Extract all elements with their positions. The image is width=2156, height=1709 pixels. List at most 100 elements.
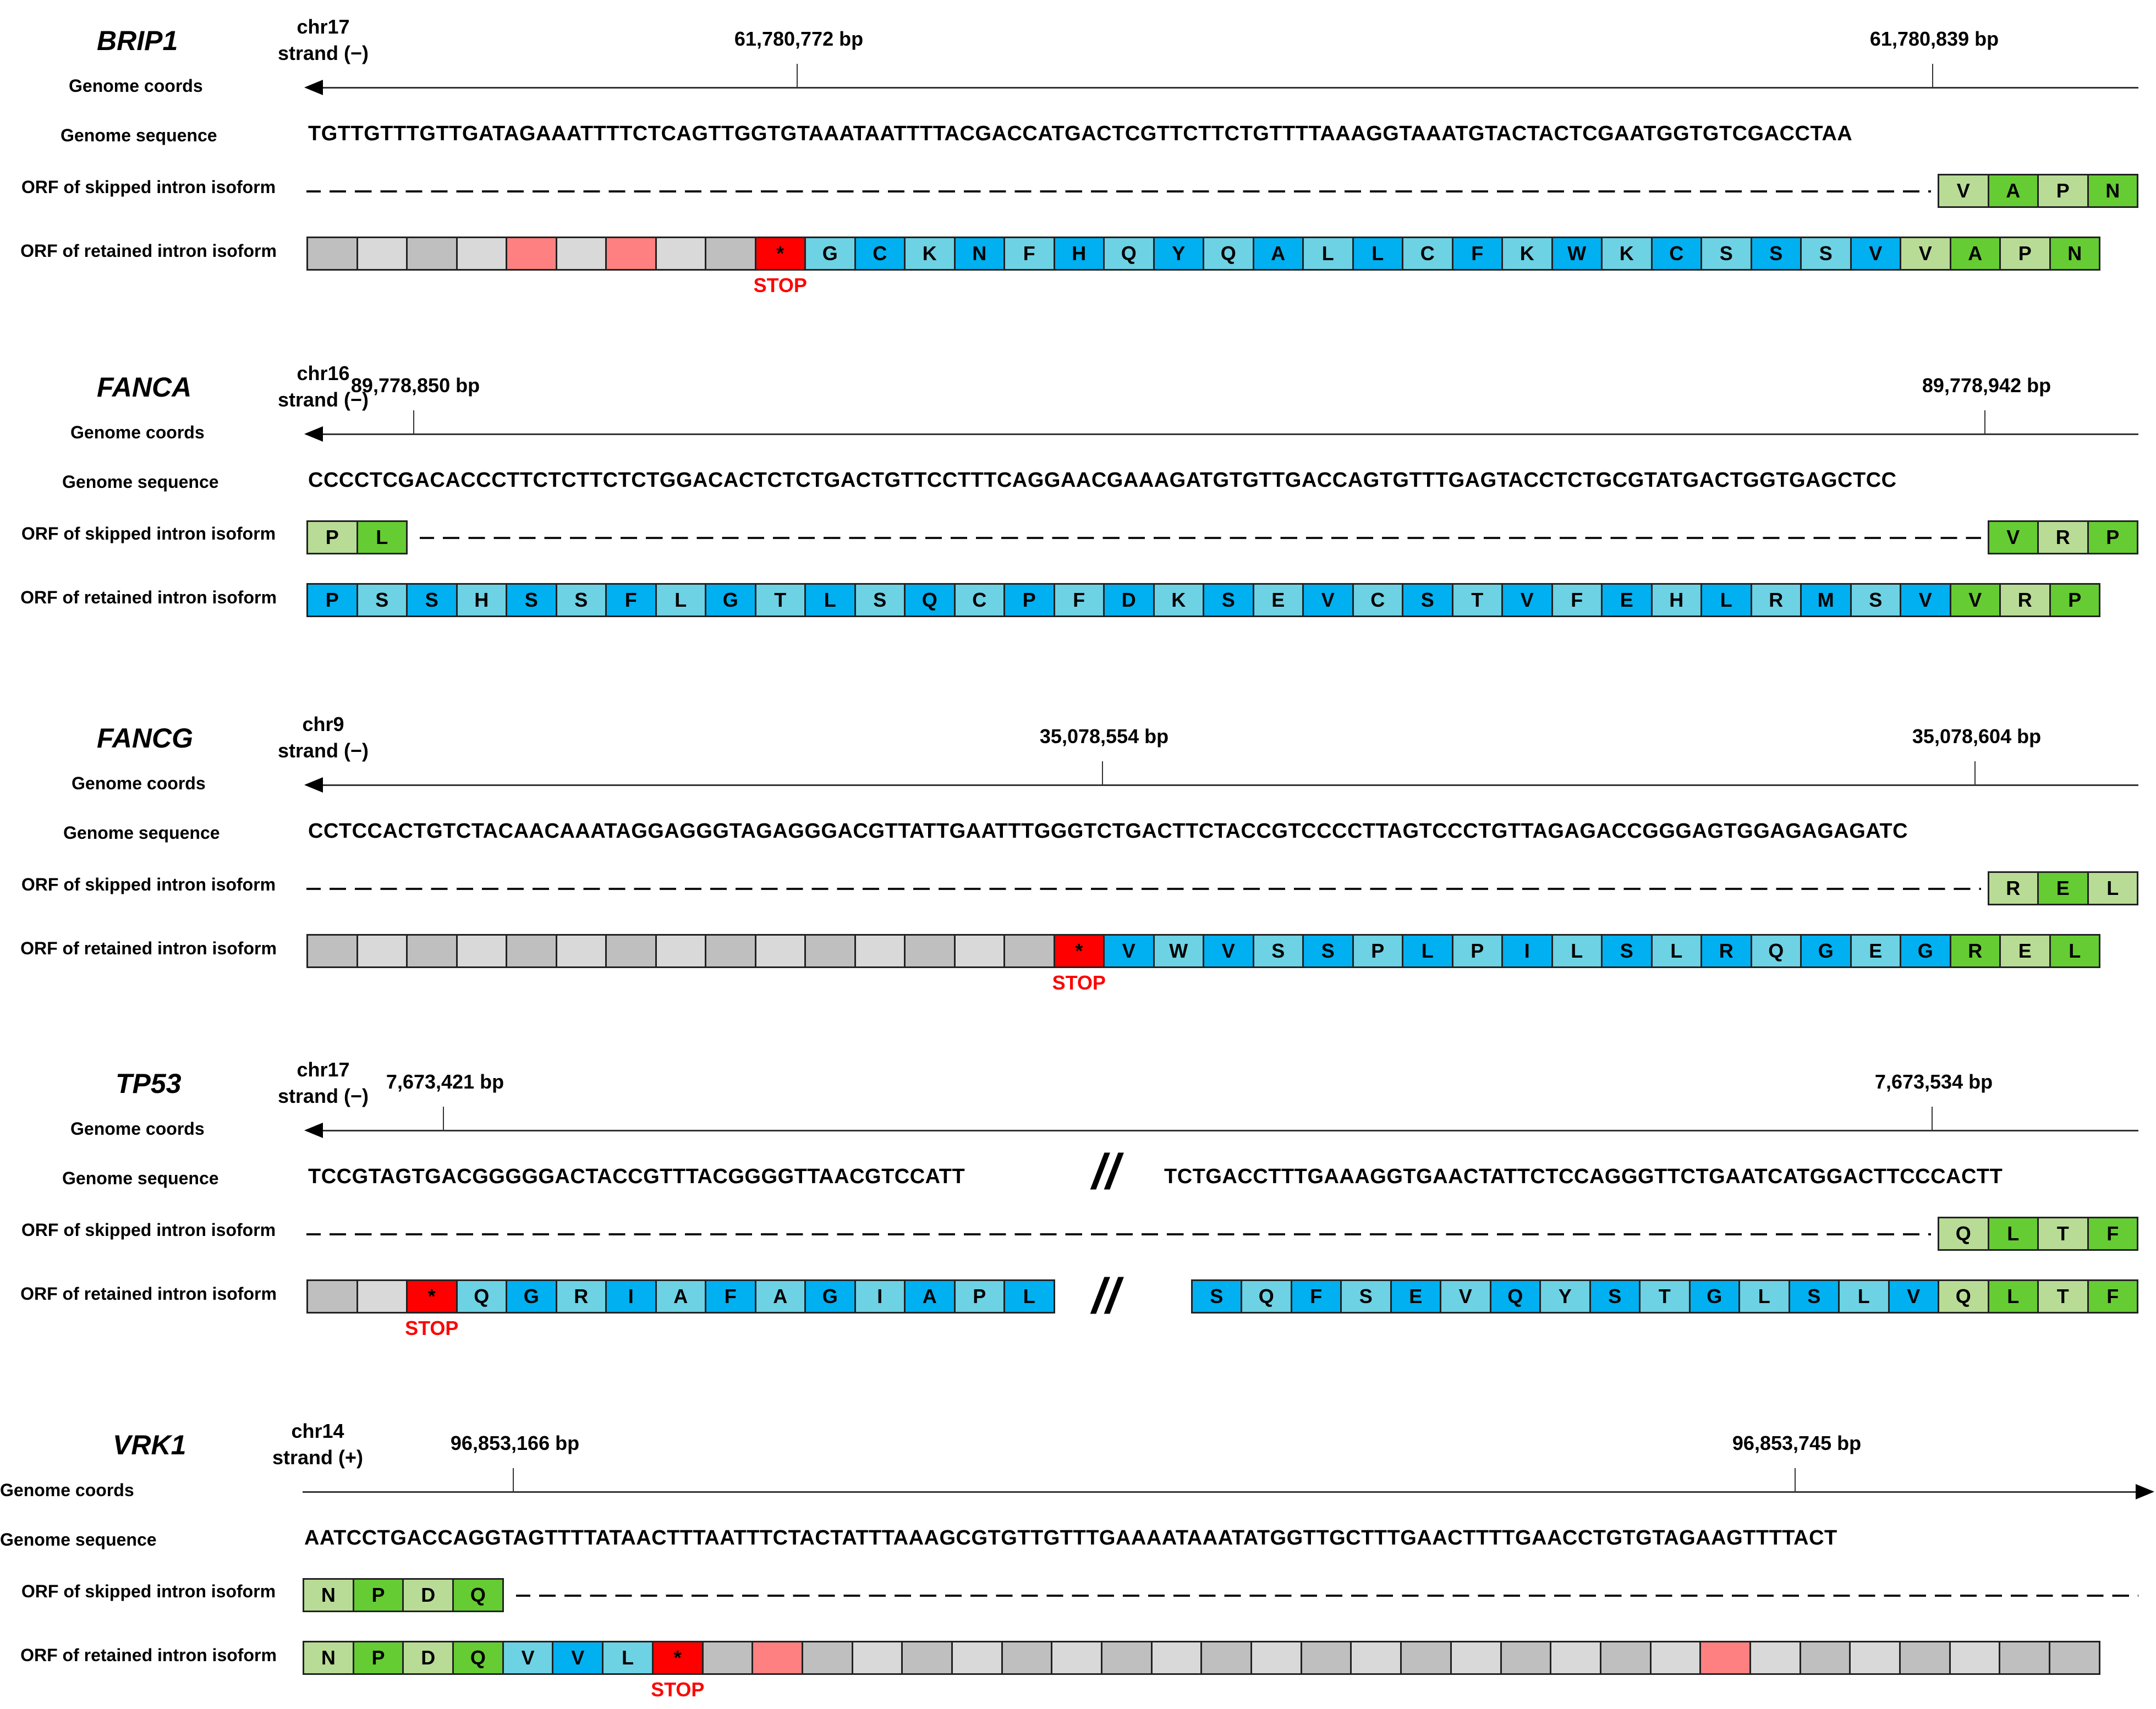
amino-acid-box: E — [1252, 583, 1304, 617]
chromosome-name: chr17 — [297, 1058, 350, 1081]
amino-acid-box: D — [1103, 583, 1155, 617]
genome-sequence-left: TCCGTAGTGACGGGGGACTACCGTTTACGGGGTTAACGTC… — [308, 1165, 965, 1188]
amino-acid-box: N — [303, 1578, 354, 1612]
amino-acid-box: L — [1003, 1279, 1055, 1314]
amino-acid-box: V — [1302, 583, 1354, 617]
amino-acid-box: A — [754, 1279, 806, 1314]
genome-coords-label: Genome coords — [70, 1119, 205, 1139]
coord-left-label: 35,078,554 bp — [1039, 725, 1169, 748]
coordinate-tick — [1102, 761, 1103, 784]
amino-acid-box: I — [854, 1279, 906, 1314]
genome-sequence-label: Genome sequence — [63, 823, 220, 843]
coord-right-label: 7,673,534 bp — [1874, 1070, 1993, 1093]
strand-label: strand (−) — [278, 739, 369, 762]
amino-acid-box: R — [1949, 934, 2001, 968]
amino-acid-box: R — [2037, 520, 2089, 554]
amino-acid-box: P — [2037, 174, 2089, 208]
axis-arrow-icon — [304, 80, 323, 95]
skipped-isoform-label: ORF of skipped intron isoform — [21, 524, 276, 543]
genome-sequence-right: TCTGACCTTTGAAAGGTGAACTATTCTCCAGGGTTCTGAA… — [1164, 1165, 2003, 1188]
amino-acid-box: P — [1999, 237, 2051, 271]
amino-acid-box — [1200, 1641, 1253, 1675]
genome-sequence: AATCCTGACCAGGTAGTTTTATAACTTTAATTTCTACTAT… — [304, 1526, 1837, 1549]
amino-acid-box: D — [402, 1578, 454, 1612]
amino-acid-box — [1649, 1641, 1702, 1675]
retained-isoform-row: * G C K N F H Q Y Q A L L C F K W K C S S S V V A P N — [306, 237, 2100, 271]
coord-right-label: 61,780,839 bp — [1869, 28, 1999, 50]
amino-acid-box: R — [1700, 934, 1752, 968]
amino-acid-box: L — [1700, 583, 1752, 617]
amino-acid-box: K — [1153, 583, 1204, 617]
amino-acid-box: S — [1788, 1279, 1840, 1314]
amino-acid-box: G — [804, 1279, 856, 1314]
amino-acid-box: Q — [1241, 1279, 1292, 1314]
amino-acid-box — [1400, 1641, 1452, 1675]
amino-acid-box: P — [1003, 583, 1055, 617]
amino-acid-box: N — [2049, 237, 2100, 271]
amino-acid-box: S — [356, 583, 408, 617]
amino-acid-box: P — [2087, 520, 2138, 554]
amino-acid-box: G — [1800, 934, 1852, 968]
amino-acid-box: S — [1800, 237, 1852, 271]
amino-acid-box: T — [2037, 1279, 2089, 1314]
amino-acid-box: P — [953, 1279, 1005, 1314]
amino-acid-box: L — [1987, 1217, 2039, 1251]
skipped-intron-dash — [306, 190, 1931, 193]
amino-acid-box — [951, 1641, 1003, 1675]
amino-acid-box: F — [1451, 237, 1503, 271]
genome-sequence-label: Genome sequence — [61, 125, 217, 145]
stop-codon-box: * — [754, 237, 806, 271]
axis-arrow-icon — [304, 1123, 323, 1138]
amino-acid-box: S — [555, 583, 607, 617]
retained-isoform-label: ORF of retained intron isoform — [20, 241, 277, 261]
retained-isoform-label: ORF of retained intron isoform — [20, 587, 277, 607]
retained-isoform-label: ORF of retained intron isoform — [20, 938, 277, 958]
skipped-isoform-label: ORF of skipped intron isoform — [21, 1220, 276, 1240]
amino-acid-box — [701, 1641, 754, 1675]
coordinate-tick — [1974, 761, 1976, 784]
chromosome-name: chr17 — [297, 15, 350, 38]
amino-acid-box — [655, 237, 706, 271]
amino-acid-box — [456, 237, 507, 271]
amino-acid-box — [605, 934, 657, 968]
retained-isoform-row: N P D Q V V L * — [303, 1641, 2100, 1675]
gene-name: TP53 — [116, 1068, 182, 1099]
gene-name: VRK1 — [113, 1430, 186, 1460]
amino-acid-box — [1350, 1641, 1402, 1675]
amino-acid-box: V — [1850, 237, 1901, 271]
amino-acid-box: S — [854, 583, 906, 617]
amino-acid-box: S — [1750, 237, 1802, 271]
stop-codon-box: * — [406, 1279, 458, 1314]
amino-acid-box: V — [1987, 520, 2039, 554]
amino-acid-box — [901, 1641, 953, 1675]
amino-acid-box: T — [1451, 583, 1503, 617]
amino-acid-box: L — [1738, 1279, 1790, 1314]
amino-acid-box: F — [2087, 1217, 2138, 1251]
amino-acid-box: K — [1601, 237, 1653, 271]
amino-acid-box: V — [1501, 583, 1553, 617]
amino-acid-box — [456, 934, 507, 968]
amino-acid-box: V — [1888, 1279, 1939, 1314]
amino-acid-box — [356, 934, 408, 968]
genome-coords-label: Genome coords — [70, 422, 205, 442]
genome-sequence: TGTTGTTTGTTGATAGAAATTTTCTCAGTTGGTGTAAATA… — [308, 122, 1853, 145]
amino-acid-box: E — [1601, 583, 1653, 617]
amino-acid-box: M — [1800, 583, 1852, 617]
chromosome-label: chr14 strand (+) — [272, 1418, 363, 1471]
amino-acid-box — [555, 934, 607, 968]
coordinate-tick — [797, 64, 798, 87]
retained-isoform-row: * V W V S S P L P I L S L R Q G E G R E L — [306, 934, 2100, 968]
amino-acid-box: P — [306, 583, 358, 617]
amino-acid-box: Q — [904, 583, 956, 617]
amino-acid-box: V — [1900, 237, 1951, 271]
stop-label: STOP — [1052, 971, 1106, 994]
amino-acid-box — [904, 934, 956, 968]
skipped-intron-dash — [306, 1233, 1931, 1235]
coordinate-axis — [306, 1130, 2138, 1131]
amino-acid-box: Q — [1938, 1279, 1989, 1314]
amino-acid-box — [306, 1279, 358, 1314]
